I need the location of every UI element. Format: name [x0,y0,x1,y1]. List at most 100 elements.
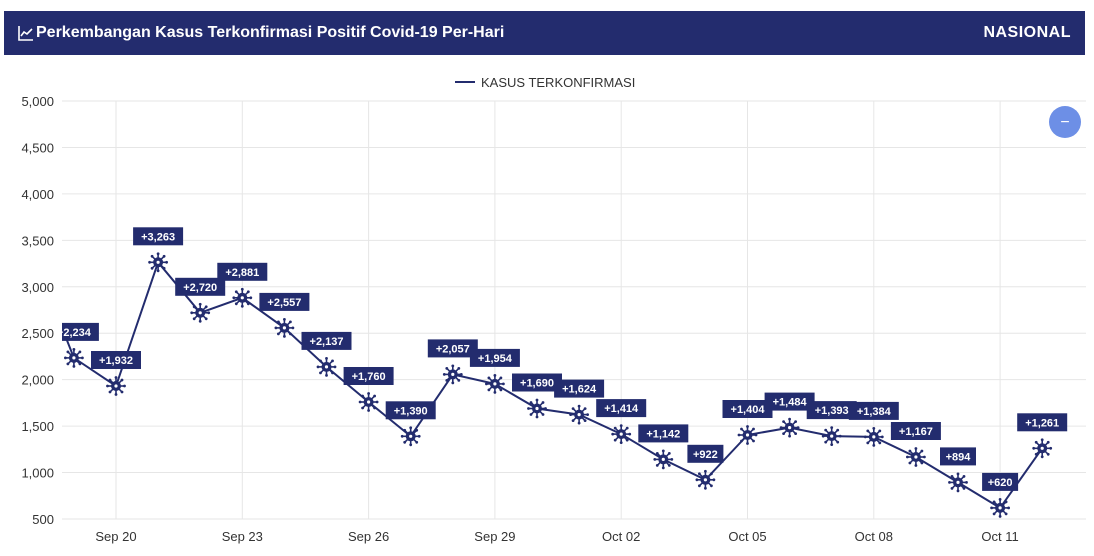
data-point[interactable] [442,364,463,385]
data-point[interactable] [485,374,505,394]
svg-text:+894: +894 [946,451,972,463]
svg-text:+1,167: +1,167 [899,426,933,438]
zoom-out-label: − [1060,114,1069,131]
svg-text:+1,393: +1,393 [815,405,849,417]
data-label: +894 [940,447,976,466]
data-point[interactable] [821,426,842,446]
data-label: +2,557 [259,292,310,311]
y-tick-label: 500 [32,512,54,527]
y-tick-label: 1,500 [21,419,54,434]
y-tick-label: 3,500 [21,233,54,248]
svg-text:+1,390: +1,390 [394,405,428,417]
data-point[interactable] [948,472,968,493]
y-tick-label: 5,000 [21,94,54,109]
zoom-out-button[interactable]: − [1049,106,1081,138]
svg-text:+1,261: +1,261 [1025,417,1059,429]
chart-header: Perkembangan Kasus Terkonfirmasi Positif… [4,11,1085,55]
data-point[interactable] [148,252,168,273]
data-point[interactable] [737,425,758,445]
data-label: +2,137 [301,331,352,350]
data-point[interactable] [106,376,126,396]
data-point[interactable] [863,427,884,447]
data-label: +1,690 [512,373,562,392]
svg-text:+1,954: +1,954 [478,353,513,365]
x-tick-label: Sep 20 [95,529,136,544]
svg-text:+922: +922 [693,449,718,461]
legend: KASUS TERKONFIRMASI [455,75,635,90]
svg-text:+1,624: +1,624 [562,384,597,396]
data-point[interactable] [64,348,84,368]
data-point[interactable] [400,426,421,447]
data-label: +1,954 [469,348,520,367]
legend-label: KASUS TERKONFIRMASI [481,75,635,90]
data-label: +1,390 [385,401,436,420]
line-chart: 500 1,000 1,500 2,000 2,500 3,000 3,500 4,000 4,… [7,75,1086,544]
svg-text:+1,932: +1,932 [99,355,133,367]
data-label: +1,142 [638,424,689,443]
svg-text:+3,385: +3,385 [15,220,49,232]
data-label: +2,234 [57,322,99,341]
data-point[interactable] [316,357,337,377]
svg-text:+2,234: +2,234 [57,327,92,339]
data-label: +1,393 [806,401,857,420]
zoom-out-icon[interactable] [1049,106,1081,138]
region-label: NASIONAL [983,24,1071,41]
data-label: +2,057 [427,339,478,358]
data-label: +1,414 [596,399,647,418]
x-tick-label: Sep 26 [348,529,389,544]
data-label: +3,385 [7,216,57,234]
data-label: +2,881 [217,262,268,281]
svg-text:+1,690: +1,690 [520,378,554,390]
svg-text:+1,760: +1,760 [352,371,386,383]
data-point[interactable] [232,287,253,308]
svg-text:+3,263: +3,263 [141,231,175,243]
y-tick-label: 3,000 [21,280,54,295]
x-tick-label: Sep 29 [474,529,515,544]
data-point[interactable] [990,498,1010,518]
data-point[interactable] [527,398,547,419]
data-point[interactable] [611,424,632,444]
line-chart-icon [18,26,33,41]
data-label: +1,167 [890,422,941,440]
y-tick-label: 2,000 [21,373,54,388]
x-tick-label: Sep 23 [222,529,263,544]
data-point[interactable] [569,404,589,425]
svg-text:+1,484: +1,484 [773,397,808,409]
x-tick-label: Oct 05 [728,529,766,544]
data-point[interactable] [695,469,716,490]
data-label: +1,484 [764,392,815,411]
data-point[interactable] [358,392,379,412]
data-label: +1,384 [848,401,899,420]
data-point[interactable] [190,302,211,323]
x-tick-label: Oct 02 [602,529,640,544]
x-tick-label: Oct 11 [981,529,1018,544]
y-tick-label: 2,500 [21,326,54,341]
svg-text:+1,142: +1,142 [646,428,680,440]
data-label: +1,404 [722,400,773,418]
x-tick-label: Oct 08 [855,529,893,544]
data-point[interactable] [906,447,926,467]
data-point[interactable] [1032,438,1053,459]
chart-title: Perkembangan Kasus Terkonfirmasi Positif… [36,24,505,41]
data-point[interactable] [274,318,295,338]
data-point[interactable] [779,417,800,438]
y-tick-label: 4,000 [21,187,54,202]
data-label: +620 [982,472,1019,491]
y-tick-label: 1,000 [21,466,54,481]
svg-text:+1,384: +1,384 [857,406,892,418]
svg-text:+2,137: +2,137 [310,336,344,348]
data-label: +1,261 [1017,413,1068,432]
svg-text:+2,881: +2,881 [225,267,259,279]
data-label: +1,932 [91,351,141,369]
data-label: +1,760 [343,367,394,385]
svg-text:+2,057: +2,057 [436,343,470,355]
svg-text:+1,414: +1,414 [604,403,639,415]
data-label: +1,624 [554,379,605,398]
svg-text:+1,404: +1,404 [731,404,766,416]
data-point[interactable] [653,449,674,470]
data-label: +922 [687,444,724,463]
data-label: +3,263 [133,227,184,246]
data-label: +2,720 [175,277,226,296]
svg-text:+2,720: +2,720 [183,282,217,294]
svg-text:+2,557: +2,557 [267,297,301,309]
